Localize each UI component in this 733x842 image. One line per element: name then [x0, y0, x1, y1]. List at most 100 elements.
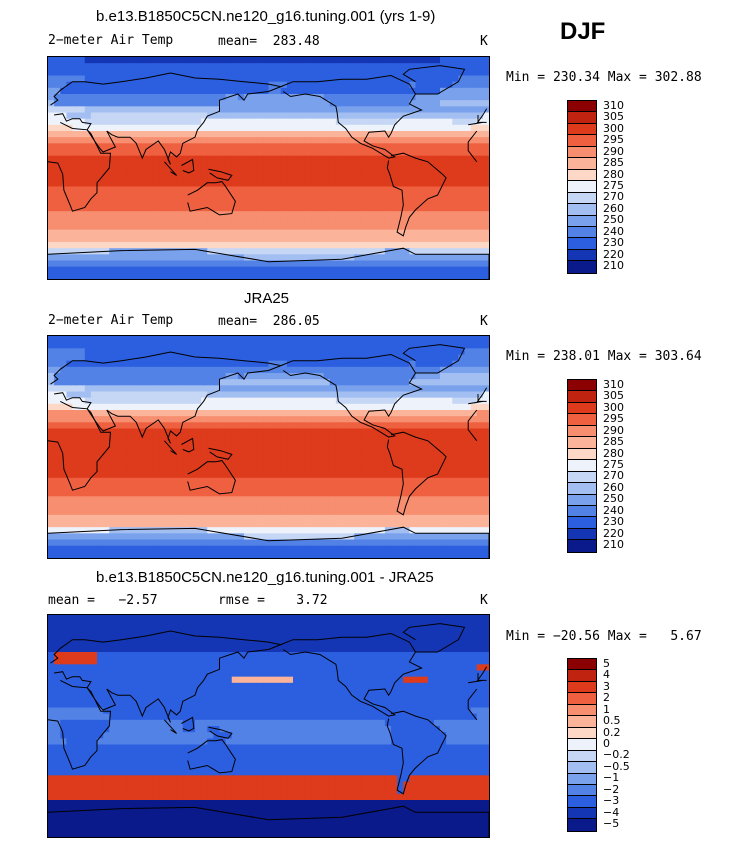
map-cell: [225, 155, 233, 163]
map-cell: [237, 391, 245, 399]
map-cell: [139, 416, 147, 423]
map-cell: [78, 440, 86, 448]
map-cell: [482, 235, 489, 243]
map-cell: [391, 63, 398, 70]
map-cell: [397, 266, 404, 274]
map-cell: [84, 508, 92, 516]
map-cell: [54, 174, 61, 181]
map-cell: [66, 112, 74, 120]
map-cell: [54, 490, 61, 497]
map-cell: [397, 217, 404, 225]
map-cell: [433, 94, 441, 101]
map-cell: [433, 521, 441, 528]
map-cell: [403, 75, 410, 83]
map-cell: [305, 508, 312, 516]
map-cell: [244, 118, 251, 126]
map-cell: [372, 161, 380, 169]
map-cell: [182, 112, 190, 120]
map-cell: [305, 490, 312, 497]
map-cell: [470, 477, 478, 485]
map-cell: [115, 484, 123, 491]
map-cell: [54, 87, 61, 95]
map-cell: [66, 502, 74, 510]
map-cell: [433, 248, 441, 255]
map-cell: [280, 180, 288, 188]
map-cell: [440, 354, 447, 362]
map-cell: [366, 198, 374, 206]
map-cell: [293, 161, 300, 169]
map-cell: [152, 521, 159, 528]
map-cell: [433, 416, 441, 423]
map-cell: [433, 180, 441, 188]
map-cell: [378, 453, 386, 460]
map-cell: [286, 453, 294, 460]
map-cell: [219, 342, 227, 349]
map-cell: [323, 235, 331, 243]
map-cell: [372, 63, 380, 70]
map-cell: [109, 397, 116, 405]
map-cell: [244, 508, 251, 516]
map-cell: [311, 373, 319, 380]
map-cell: [60, 397, 67, 405]
map-cell: [464, 248, 472, 255]
map-cell: [133, 87, 141, 95]
map-cell: [433, 373, 441, 380]
map-cell: [188, 75, 196, 83]
map-cell: [409, 502, 417, 510]
map-cell: [427, 254, 435, 262]
map-cell: [274, 69, 282, 77]
map-cell: [299, 112, 306, 120]
map-cell: [421, 428, 429, 436]
map-cell: [433, 155, 441, 163]
map-cell: [274, 186, 282, 194]
map-cell: [372, 508, 380, 516]
map-cell: [378, 379, 386, 386]
map-cell: [470, 118, 478, 126]
map-cell: [280, 223, 288, 231]
map-cell: [66, 336, 74, 343]
map-cell: [219, 118, 227, 126]
map-cell: [195, 211, 202, 218]
map-cell: [188, 514, 196, 522]
map-cell: [348, 272, 355, 279]
map-cell: [60, 385, 67, 393]
map-cell: [256, 403, 263, 411]
map-cell: [133, 496, 141, 504]
map-cell: [90, 131, 98, 138]
map-cell: [293, 242, 300, 249]
map-cell: [66, 434, 74, 442]
map-cell: [182, 348, 190, 356]
map-cell: [446, 235, 453, 243]
map-cell: [182, 205, 190, 212]
map-cell: [225, 434, 233, 442]
map-cell: [409, 81, 417, 89]
map-cell: [256, 69, 263, 77]
map-cell: [440, 174, 447, 181]
map-cell: [182, 161, 190, 169]
map-cell: [219, 75, 227, 83]
map-cell: [78, 403, 86, 411]
map-cell: [78, 514, 86, 522]
map-cell: [458, 161, 466, 169]
map-cell: [176, 527, 184, 534]
map-cell: [54, 63, 61, 70]
colorbar-swatch: [568, 112, 596, 124]
map-cell: [84, 410, 92, 417]
map-cell: [317, 502, 325, 510]
map-cell: [335, 465, 343, 473]
map-cell: [360, 527, 368, 534]
map-cell: [433, 211, 441, 218]
map-cell: [317, 118, 325, 126]
map-cell: [354, 342, 361, 349]
map-cell: [335, 118, 343, 126]
map-cell: [72, 336, 80, 343]
map-cell: [452, 360, 459, 368]
map-cell: [231, 465, 239, 473]
map-cell: [403, 272, 410, 279]
map-cell: [311, 440, 319, 448]
map-cell: [280, 490, 288, 497]
map-cell: [244, 272, 251, 279]
map-cell: [133, 211, 141, 218]
map-cell: [293, 410, 300, 417]
map-cell: [378, 229, 386, 237]
